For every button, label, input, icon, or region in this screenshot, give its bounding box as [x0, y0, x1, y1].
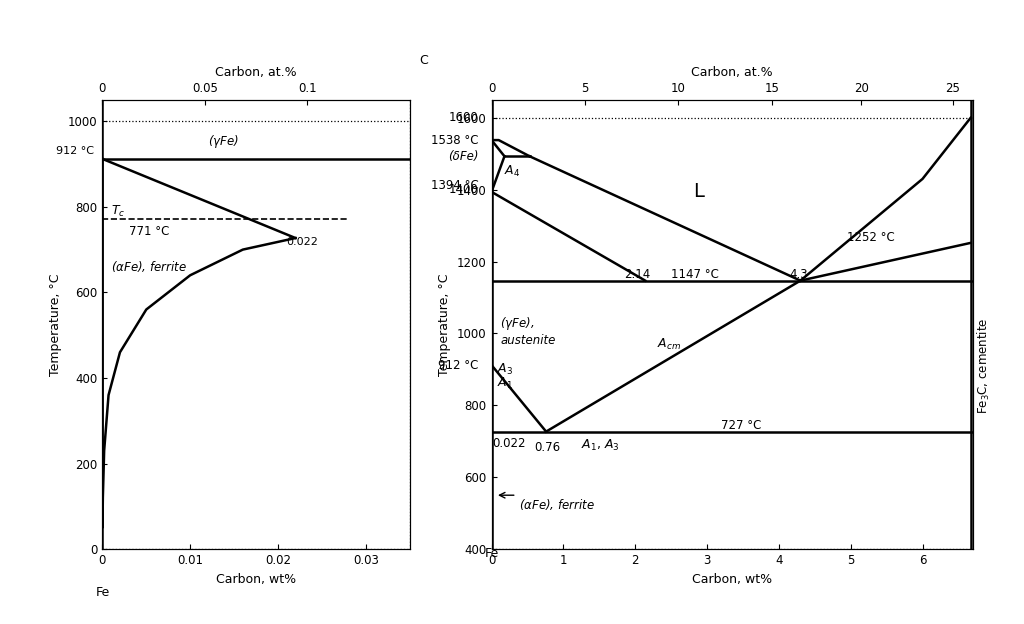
Text: 912 °C: 912 °C	[55, 146, 93, 157]
Text: L: L	[692, 182, 703, 201]
X-axis label: Carbon, wt%: Carbon, wt%	[692, 573, 772, 585]
Text: $T_c$: $T_c$	[112, 203, 126, 218]
Text: 0.76: 0.76	[535, 441, 561, 454]
Text: ($\alpha$Fe), ferrite: ($\alpha$Fe), ferrite	[519, 497, 595, 512]
X-axis label: Carbon, at.%: Carbon, at.%	[691, 66, 773, 79]
Text: ($\gamma$Fe),
austenite: ($\gamma$Fe), austenite	[500, 316, 555, 348]
Text: 0.022: 0.022	[287, 237, 318, 247]
Text: $A_{cm}$: $A_{cm}$	[656, 337, 681, 352]
X-axis label: Carbon, wt%: Carbon, wt%	[216, 573, 296, 585]
Text: 0.022: 0.022	[493, 437, 525, 450]
Text: $A_3$: $A_3$	[498, 362, 513, 377]
Text: 1394 °C: 1394 °C	[431, 179, 478, 192]
Text: Fe: Fe	[484, 547, 499, 560]
Text: 771 °C: 771 °C	[129, 225, 169, 238]
Text: 1252 °C: 1252 °C	[847, 231, 895, 244]
Text: 1538 °C: 1538 °C	[431, 134, 478, 147]
Text: 1400: 1400	[449, 183, 478, 196]
Text: ($\gamma$Fe): ($\gamma$Fe)	[208, 133, 239, 150]
Text: 1147 °C: 1147 °C	[671, 268, 719, 281]
X-axis label: Carbon, at.%: Carbon, at.%	[215, 66, 297, 79]
Text: $A_1$, $A_3$: $A_1$, $A_3$	[582, 437, 620, 453]
Text: $A_4$: $A_4$	[505, 164, 520, 180]
Text: 912 °C: 912 °C	[438, 359, 478, 372]
Text: 2.14: 2.14	[625, 268, 650, 281]
Text: 727 °C: 727 °C	[721, 419, 762, 432]
Text: Fe: Fe	[95, 586, 110, 599]
Text: C: C	[420, 54, 428, 67]
Text: (δFe): (δFe)	[449, 150, 478, 163]
Text: ($\alpha$Fe), ferrite: ($\alpha$Fe), ferrite	[112, 259, 187, 274]
Y-axis label: Temperature, °C: Temperature, °C	[49, 273, 62, 376]
Text: 4.3: 4.3	[790, 268, 808, 281]
Text: 1600: 1600	[449, 111, 478, 124]
Text: Fe$_3$C, cementite: Fe$_3$C, cementite	[977, 318, 992, 414]
Y-axis label: Temperature, °C: Temperature, °C	[438, 273, 452, 376]
Text: $A_1$: $A_1$	[498, 376, 513, 391]
